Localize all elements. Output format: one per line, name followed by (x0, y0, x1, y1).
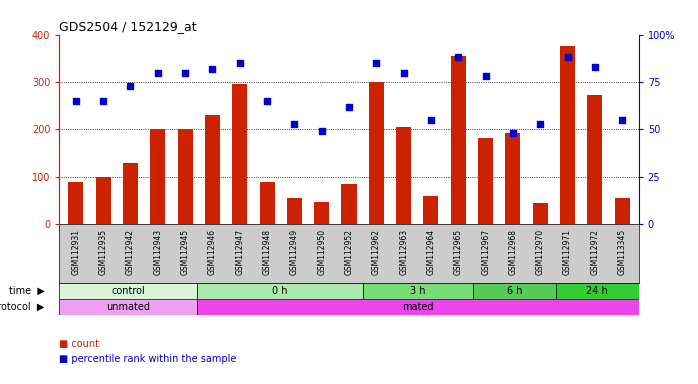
Bar (59, 283, 198, 299)
Text: GSM112943: GSM112943 (153, 229, 162, 275)
Text: GSM112948: GSM112948 (262, 229, 272, 275)
Text: control: control (112, 286, 145, 296)
Bar (177, 129, 193, 224)
Bar (232, 84, 247, 224)
Text: protocol  ▶: protocol ▶ (0, 302, 45, 312)
Bar (556, 283, 639, 299)
Point (98, 98, 109, 104)
Point (152, 70, 163, 76)
Bar (198, 299, 639, 315)
Text: GSM112967: GSM112967 (481, 229, 490, 275)
Bar (396, 127, 411, 224)
Bar (198, 283, 363, 299)
Point (617, 117, 628, 123)
Text: GSM112947: GSM112947 (235, 229, 244, 275)
Point (562, 54, 573, 60)
Bar (150, 129, 165, 224)
Bar (369, 82, 384, 224)
Text: GSM112949: GSM112949 (290, 229, 299, 275)
Point (179, 70, 191, 76)
Point (507, 130, 519, 136)
Point (589, 64, 600, 70)
Text: GSM112965: GSM112965 (454, 229, 463, 275)
Text: GSM112963: GSM112963 (399, 229, 408, 275)
Text: GSM113345: GSM113345 (618, 229, 627, 275)
Point (453, 54, 464, 60)
Text: GDS2504 / 152129_at: GDS2504 / 152129_at (59, 20, 197, 33)
Bar (588, 95, 602, 224)
Point (535, 121, 546, 127)
Bar (363, 283, 473, 299)
Text: 3 h: 3 h (410, 286, 426, 296)
Bar (205, 115, 220, 224)
Bar (96, 177, 110, 224)
Bar (533, 203, 548, 224)
Text: GSM112950: GSM112950 (317, 229, 326, 275)
Bar (68, 182, 83, 224)
Bar (314, 202, 329, 224)
Point (207, 66, 218, 72)
Text: unmated: unmated (106, 302, 150, 312)
Point (70, 98, 81, 104)
Point (234, 60, 245, 66)
Bar (473, 283, 556, 299)
Text: GSM112970: GSM112970 (536, 229, 545, 275)
Bar (478, 138, 493, 224)
Point (343, 104, 355, 110)
Text: 24 h: 24 h (586, 286, 608, 296)
Text: GSM112945: GSM112945 (181, 229, 190, 275)
Text: 0 h: 0 h (272, 286, 288, 296)
Text: GSM112971: GSM112971 (563, 229, 572, 275)
Text: GSM112942: GSM112942 (126, 229, 135, 275)
Text: GSM112946: GSM112946 (208, 229, 217, 275)
Text: GSM112952: GSM112952 (345, 229, 353, 275)
Text: GSM112972: GSM112972 (591, 229, 600, 275)
Bar (424, 196, 438, 224)
Text: ■ percentile rank within the sample: ■ percentile rank within the sample (59, 354, 237, 364)
Point (480, 73, 491, 79)
Text: GSM112931: GSM112931 (71, 229, 80, 275)
Bar (615, 198, 630, 224)
Text: time  ▶: time ▶ (9, 286, 45, 296)
Bar (505, 133, 521, 224)
Point (425, 117, 436, 123)
Bar (287, 198, 302, 224)
Point (125, 83, 136, 89)
Text: GSM112964: GSM112964 (426, 229, 436, 275)
Bar (560, 46, 575, 224)
Point (398, 70, 409, 76)
Bar (59, 299, 198, 315)
Bar (260, 182, 274, 224)
Text: 6 h: 6 h (507, 286, 522, 296)
Text: mated: mated (402, 302, 433, 312)
Text: GSM112935: GSM112935 (98, 229, 107, 275)
Bar (341, 184, 357, 224)
Point (316, 128, 327, 134)
Point (289, 121, 300, 127)
Bar (123, 163, 138, 224)
Bar (451, 56, 466, 224)
Point (262, 98, 273, 104)
Text: GSM112968: GSM112968 (508, 229, 517, 275)
Point (371, 60, 382, 66)
Text: ■ count: ■ count (59, 339, 99, 349)
Text: GSM112962: GSM112962 (372, 229, 381, 275)
